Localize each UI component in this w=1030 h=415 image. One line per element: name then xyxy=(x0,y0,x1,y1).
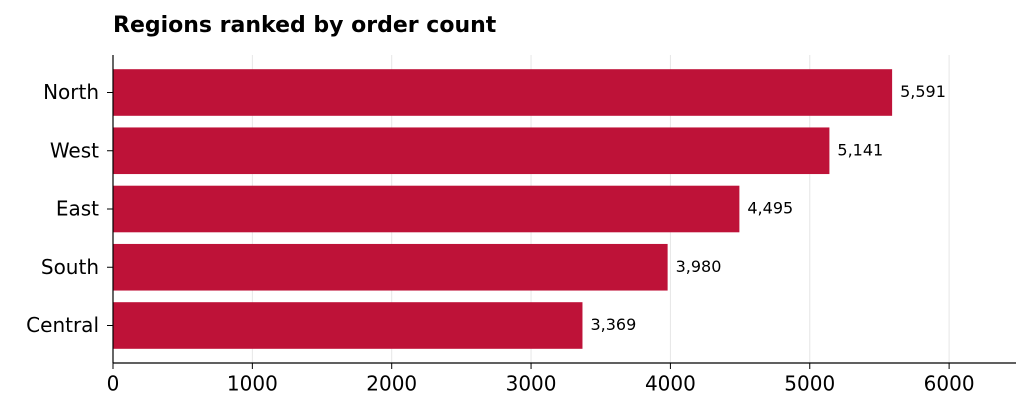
value-label: 5,141 xyxy=(837,140,883,159)
value-label: 3,369 xyxy=(590,315,636,334)
chart-title: Regions ranked by order count xyxy=(113,13,497,38)
bar xyxy=(113,185,740,233)
bar xyxy=(113,69,893,116)
bar xyxy=(113,302,583,349)
x-tick-label: 0 xyxy=(107,372,120,396)
x-tick-label: 4000 xyxy=(645,372,696,396)
x-tick-label: 5000 xyxy=(784,372,835,396)
y-tick-label: West xyxy=(50,138,99,162)
y-tick-label: East xyxy=(56,197,99,221)
y-tick-label: Central xyxy=(26,313,99,337)
y-tick-label: South xyxy=(41,255,99,279)
x-tick-label: 3000 xyxy=(506,372,557,396)
value-label: 5,591 xyxy=(900,82,946,101)
x-tick-label: 1000 xyxy=(227,372,278,396)
bar xyxy=(113,127,830,175)
value-label: 3,980 xyxy=(676,257,722,276)
bar xyxy=(113,243,668,291)
y-tick-label: North xyxy=(43,80,99,104)
x-tick-label: 6000 xyxy=(924,372,975,396)
x-tick-label: 2000 xyxy=(366,372,417,396)
value-label: 4,495 xyxy=(747,199,793,218)
